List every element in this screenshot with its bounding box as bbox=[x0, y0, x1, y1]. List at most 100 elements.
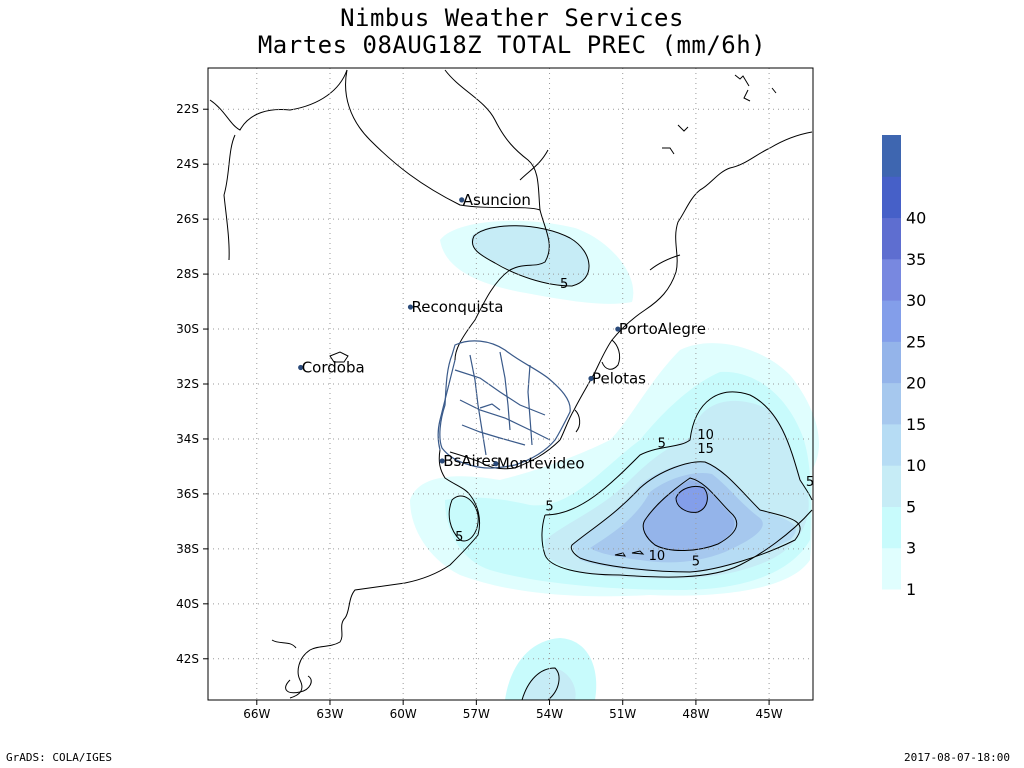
lat-tick-label: 34S bbox=[176, 432, 199, 446]
coast-argentina bbox=[289, 449, 481, 699]
cities: Asuncion Reconquista PortoAlegre Cordoba Pel… bbox=[298, 191, 706, 473]
precip-fill-ocean-25 bbox=[643, 480, 735, 551]
legend-level-label: 35 bbox=[906, 250, 926, 269]
lat-tick-label: 22S bbox=[176, 102, 199, 116]
lon-tick-label: 60W bbox=[390, 707, 417, 721]
map-title: Nimbus Weather Services bbox=[340, 4, 684, 32]
city-marker bbox=[298, 364, 304, 371]
city-marker bbox=[439, 458, 445, 464]
legend-swatch bbox=[882, 465, 901, 507]
legend-swatch bbox=[882, 341, 901, 384]
precip-fill-south-inner bbox=[522, 668, 576, 700]
legend-swatch bbox=[882, 135, 901, 177]
city-label: Asuncion bbox=[463, 191, 531, 209]
coast-brazil bbox=[559, 131, 813, 441]
legend-level-label: 40 bbox=[906, 209, 926, 228]
coastline bbox=[209, 69, 813, 699]
lat-tick-label: 32S bbox=[176, 377, 199, 391]
contour-label: 5 bbox=[692, 555, 700, 570]
legend-swatch bbox=[882, 423, 901, 466]
contour-label: 5 bbox=[658, 436, 666, 451]
contour-label: 15 bbox=[697, 442, 714, 457]
lon-tick-label: 57W bbox=[463, 707, 490, 721]
legend-level-label: 30 bbox=[906, 291, 926, 310]
precip-contours bbox=[448, 225, 813, 701]
contour-small-a bbox=[614, 552, 627, 557]
contour-ocean-10 bbox=[570, 461, 801, 573]
lon-tick-label: 45W bbox=[756, 707, 783, 721]
footer-timestamp: 2017-08-07-18:00 bbox=[904, 751, 1010, 764]
lon-tick-label: 63W bbox=[316, 707, 343, 721]
uruguay-rivers bbox=[454, 351, 551, 456]
contour-label: 5 bbox=[545, 500, 553, 515]
contour-ocean-core bbox=[675, 485, 708, 513]
legend-swatch bbox=[882, 300, 901, 342]
lat-tick-label: 30S bbox=[176, 322, 199, 336]
contour-south-5 bbox=[521, 667, 560, 701]
legend-level-label: 10 bbox=[906, 456, 926, 475]
lat-tick-label: 36S bbox=[176, 487, 199, 501]
lat-lon-grid bbox=[208, 68, 813, 700]
lat-tick-label: 38S bbox=[176, 542, 199, 556]
city-marker bbox=[407, 304, 414, 310]
contour-label: 5 bbox=[455, 530, 463, 545]
precip-fill-ocean-core bbox=[676, 486, 708, 513]
legend-level-label: 3 bbox=[906, 539, 916, 558]
lon-tick-label: 51W bbox=[609, 707, 636, 721]
border-bolivia bbox=[209, 69, 348, 131]
border-brazil-states bbox=[519, 149, 681, 271]
lat-tick-label: 28S bbox=[176, 267, 199, 281]
legend-swatch bbox=[882, 547, 901, 590]
coast-chile bbox=[223, 194, 230, 261]
border-chile-north bbox=[223, 134, 236, 196]
city-marker bbox=[459, 197, 465, 203]
city-marker bbox=[588, 375, 594, 382]
lon-tick-label: 48W bbox=[682, 707, 709, 721]
contour-ocean-15 bbox=[642, 477, 738, 552]
map-subtitle: Martes 08AUG18Z TOTAL PREC (mm/6h) bbox=[257, 31, 767, 59]
city-label: Reconquista bbox=[411, 298, 503, 316]
lat-tick-label: 42S bbox=[176, 652, 199, 666]
lagoon-patos bbox=[601, 339, 621, 370]
city-marker bbox=[493, 461, 499, 467]
lake-mar-chiquita bbox=[329, 351, 349, 363]
city-label: PortoAlegre bbox=[619, 320, 706, 338]
legend-level-label: 5 bbox=[906, 497, 916, 516]
contour-coast-5 bbox=[448, 495, 479, 542]
axis-ticks bbox=[203, 108, 770, 705]
contour-label: 10 bbox=[697, 428, 714, 443]
border-brazil-argentina bbox=[454, 209, 550, 361]
lon-tick-label: 66W bbox=[243, 707, 270, 721]
lat-tick-label: 26S bbox=[176, 212, 199, 226]
contour-ocean-5 bbox=[541, 391, 813, 578]
legend-level-label: 25 bbox=[906, 332, 926, 351]
contour-label: 5 bbox=[806, 475, 814, 490]
contour-north-5 bbox=[472, 225, 590, 287]
city-label: Cordoba bbox=[302, 359, 365, 377]
city-label: Pelotas bbox=[592, 370, 646, 388]
legend-swatch bbox=[882, 258, 901, 301]
city-label: Montevideo bbox=[497, 455, 585, 473]
contour-label: 10 bbox=[649, 549, 666, 564]
rivers bbox=[437, 340, 571, 469]
lat-tick-label: 24S bbox=[176, 157, 199, 171]
legend-level-label: 20 bbox=[906, 374, 926, 393]
lat-axis-labels: 22S 24S 26S 28S 30S 32S 34S 36S 38S 40S 42S bbox=[176, 102, 199, 666]
precip-fill-north-inner bbox=[471, 224, 590, 285]
lon-tick-label: 54W bbox=[536, 707, 563, 721]
city-label: BsAires bbox=[443, 452, 499, 470]
river-parana bbox=[437, 359, 456, 451]
lagoon-mirim bbox=[574, 409, 581, 433]
lon-axis-labels: 66W 63W 60W 57W 54W 51W 48W 45W bbox=[243, 707, 783, 721]
coast-ne-fragments bbox=[662, 74, 777, 155]
footer-credit: GrADS: COLA/IGES bbox=[6, 751, 112, 764]
legend-swatch bbox=[882, 176, 901, 219]
contour-label: 5 bbox=[560, 277, 568, 292]
legend-level-label: 15 bbox=[906, 415, 926, 434]
legend-swatch bbox=[882, 217, 901, 260]
legend-swatch bbox=[882, 382, 901, 425]
contour-small-b bbox=[631, 550, 645, 555]
